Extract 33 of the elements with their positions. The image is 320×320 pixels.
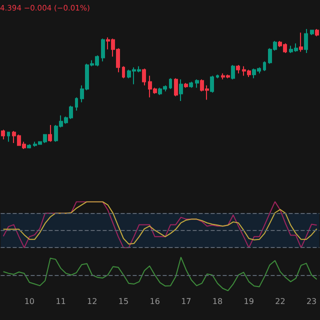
candlestick	[7, 132, 10, 142]
candlestick	[315, 28, 319, 37]
candlestick	[210, 75, 214, 94]
candlestick	[231, 64, 235, 80]
candlestick	[184, 82, 188, 88]
candlestick	[169, 78, 172, 90]
candlestick	[1, 129, 5, 140]
candlestick	[122, 66, 125, 79]
candlestick	[48, 124, 52, 142]
candlestick	[27, 144, 31, 149]
x-tick-label: 19	[244, 297, 254, 306]
x-tick-label: 22	[275, 297, 286, 306]
candlestick	[216, 74, 219, 79]
candlestick	[189, 81, 193, 88]
x-tick-label: 11	[56, 297, 66, 306]
candlestick	[304, 28, 308, 54]
x-tick-label: 15	[118, 297, 129, 306]
candlestick	[174, 78, 178, 97]
x-tick-label: 10	[24, 297, 35, 306]
candlestick	[101, 38, 105, 62]
candlestick	[142, 68, 146, 86]
x-tick-label: 17	[181, 297, 192, 306]
candlestick	[75, 96, 78, 112]
candlestick	[310, 30, 314, 36]
x-tick-label: 16	[150, 297, 160, 306]
candlestick	[236, 64, 240, 74]
x-tick-label: 18	[212, 297, 223, 306]
candlestick	[179, 78, 183, 102]
x-tick-label: 23	[306, 297, 317, 306]
candlestick	[195, 78, 199, 88]
candlestick	[263, 60, 266, 72]
x-tick-label: 12	[87, 297, 98, 306]
candlestick	[299, 32, 303, 52]
